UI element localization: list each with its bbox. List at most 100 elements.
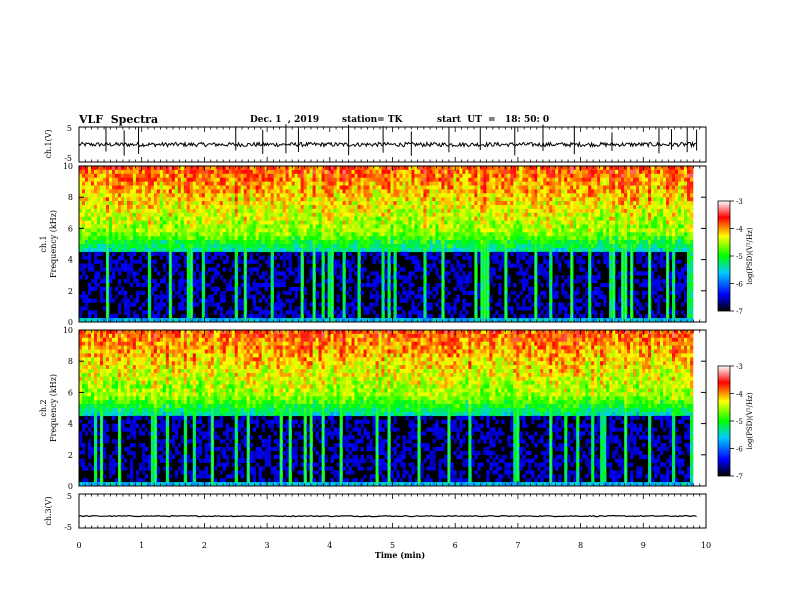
spectrogram-cell — [453, 201, 457, 206]
spectrogram-cell — [309, 189, 313, 194]
spectrogram-cell — [402, 240, 406, 245]
spectrogram-cell — [507, 232, 511, 237]
spectrogram-cell — [267, 236, 271, 241]
spectrogram-cell — [234, 169, 239, 175]
spectrogram-cell — [456, 228, 460, 233]
spectrogram-cell — [414, 208, 418, 214]
spectrogram-cell — [219, 275, 224, 280]
spectrogram-cell — [306, 259, 310, 264]
spectrogram-cell — [120, 267, 125, 272]
spectrogram-cell — [330, 169, 334, 175]
spectrogram-cell — [411, 205, 415, 210]
spectrogram-cell — [405, 244, 409, 249]
spectrogram-cell — [513, 212, 517, 217]
spectrogram-cell — [279, 220, 283, 225]
spectrogram-cell — [126, 298, 131, 303]
spectrogram-cell — [354, 220, 358, 225]
spectrogram-cell — [255, 283, 260, 288]
spectrogram-cell — [483, 177, 487, 182]
spectrogram-cell — [93, 255, 98, 260]
spectrogram-cell — [84, 189, 89, 194]
spectrogram-cell — [339, 205, 343, 210]
spectrogram-cell — [93, 177, 98, 182]
spectrogram-cell — [222, 314, 227, 319]
spectrogram-cell — [495, 201, 499, 206]
spectrogram-cell — [174, 185, 179, 190]
spectrogram-cell — [138, 181, 143, 186]
spectrogram-cell — [171, 310, 176, 315]
spectrogram-cell — [525, 259, 529, 264]
spectrogram-cell — [159, 197, 164, 202]
spectrogram-cell — [192, 259, 197, 264]
spectrogram-cell — [240, 177, 245, 182]
spectrogram-cell — [105, 216, 110, 221]
spectrogram-cell — [264, 318, 268, 323]
spectrogram-cell — [345, 177, 349, 182]
spectrogram-cell — [315, 193, 319, 198]
spectrogram-cell — [285, 169, 289, 175]
spectrogram-cell — [402, 251, 406, 256]
spectrogram-cell — [477, 197, 481, 202]
spectrogram-cell — [336, 247, 340, 253]
spectrogram-cell — [159, 212, 164, 217]
spectrogram-cell — [363, 240, 367, 245]
spectrogram-cell — [426, 302, 430, 307]
spectrogram-cell — [444, 201, 448, 206]
spectrogram-cell — [261, 244, 265, 249]
spectrogram-cell — [111, 166, 116, 171]
spectrogram-cell — [99, 279, 104, 284]
spectrogram-cell — [249, 267, 254, 272]
spectrogram-cell — [444, 306, 448, 311]
spectrogram-cell — [477, 244, 481, 249]
spectrogram-cell — [429, 216, 433, 221]
spectrogram-cell — [285, 181, 289, 186]
spectrogram-cell — [531, 181, 535, 186]
spectrogram-cell — [456, 232, 460, 237]
spectrogram-cell — [288, 193, 292, 198]
spectrogram-cell — [219, 173, 224, 178]
spectrogram-cell — [237, 236, 242, 241]
spectrogram-cell — [432, 286, 436, 292]
spectrogram-cell — [174, 212, 179, 217]
spectrogram-cell — [339, 193, 343, 198]
spectrogram-cell — [345, 302, 349, 307]
spectrogram-cell — [207, 216, 212, 221]
spectrogram-cell — [492, 208, 496, 214]
spectrogram-cell — [291, 189, 295, 194]
spectrogram-cell — [360, 247, 364, 253]
spectrogram-cell — [369, 193, 373, 198]
spectrogram-cell — [507, 298, 511, 303]
spectrogram-cell — [396, 224, 400, 229]
spectrogram-cell — [357, 310, 361, 315]
spectrogram-cell — [108, 240, 113, 245]
spectrogram-cell — [381, 201, 385, 206]
spectrogram-cell — [351, 208, 355, 214]
spectrogram-cell — [501, 212, 505, 217]
spectrogram-cell — [354, 181, 358, 186]
spectrogram-cell — [99, 298, 104, 303]
spectrogram-cell — [387, 318, 391, 323]
spectrogram-cell — [300, 166, 304, 171]
spectrogram-cell — [141, 181, 146, 186]
spectrogram-cell — [147, 197, 152, 202]
spectrogram-cell — [93, 314, 98, 319]
spectrogram-cell — [342, 267, 346, 272]
spectrogram-cell — [192, 271, 197, 276]
spectrogram-cell — [456, 169, 460, 175]
spectrogram-cell — [198, 185, 203, 190]
spectrogram-cell — [297, 244, 301, 249]
spectrogram-cell — [153, 228, 158, 233]
spectrogram-cell — [459, 275, 463, 280]
spectrogram-cell — [156, 193, 161, 198]
spectrogram-cell — [432, 259, 436, 264]
spectrogram-cell — [126, 302, 131, 307]
spectrogram-cell — [315, 220, 319, 225]
spectrogram-cell — [312, 166, 316, 171]
spectrogram-cell — [426, 228, 430, 233]
spectrogram-cell — [102, 244, 107, 249]
spectrogram-cell — [138, 208, 143, 214]
spectrogram-cell — [447, 201, 451, 206]
spectrogram-cell — [237, 197, 242, 202]
spectrogram-cell — [513, 169, 517, 175]
spectrogram-cell — [501, 208, 505, 214]
